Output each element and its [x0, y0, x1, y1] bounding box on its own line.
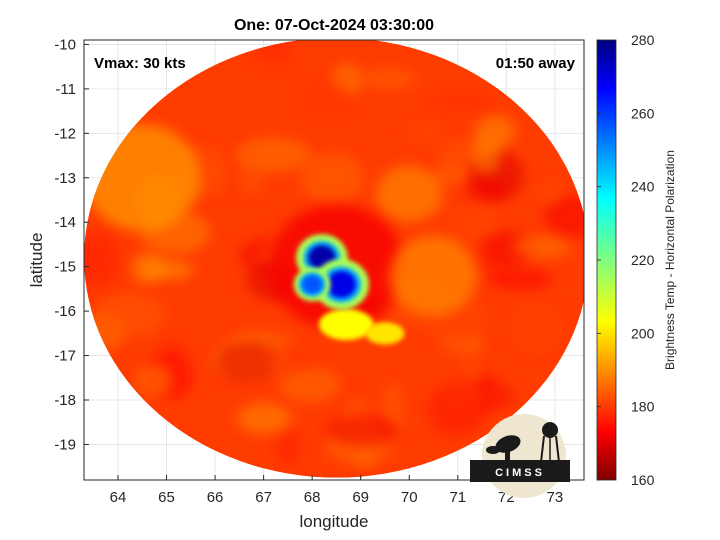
texture-blob	[450, 206, 499, 240]
y-tick-label: -14	[54, 214, 76, 231]
texture-blob	[408, 119, 444, 146]
logo-base	[470, 460, 570, 482]
vmax-annotation: Vmax: 30 kts	[94, 55, 186, 72]
texture-blob	[301, 82, 356, 114]
colorbar-label: Brightness Temp - Horizontal Polarizatio…	[663, 150, 677, 370]
x-axis-ticks: 64 65 66 67 68 69 70 71 72 73	[110, 475, 564, 506]
texture-blob	[486, 268, 554, 290]
colorbar-tick-label: 260	[631, 105, 655, 121]
x-tick-label: 67	[255, 489, 272, 506]
colorbar-ticks: 160 180 200 220 240 260 280	[597, 32, 655, 488]
texture-blob	[325, 415, 399, 447]
logo-text: CIMSS	[495, 467, 545, 479]
y-tick-label: -13	[54, 170, 76, 187]
colorbar-tick-label: 180	[631, 399, 655, 415]
texture-blob	[253, 40, 293, 64]
y-tick-label: -18	[54, 392, 76, 409]
x-tick-label: 71	[449, 489, 466, 506]
texture-blob	[471, 137, 501, 174]
satellite-dish-icon	[486, 435, 521, 460]
texture-blob	[84, 231, 119, 287]
convective-cell	[318, 308, 374, 341]
cimss-logo: CIMSS	[470, 414, 570, 498]
colorbar-tick-label: 200	[631, 325, 655, 341]
texture-blob	[134, 363, 174, 397]
convective-cell	[365, 322, 405, 345]
x-axis-label: longitude	[299, 512, 368, 531]
x-tick-label: 65	[158, 489, 175, 506]
y-tick-label: -17	[54, 348, 76, 365]
texture-blob	[375, 166, 443, 222]
texture-blob	[537, 179, 563, 205]
texture-blob	[279, 367, 341, 403]
brightness-swath	[84, 40, 584, 478]
texture-blob	[240, 144, 265, 197]
x-tick-label: 66	[207, 489, 224, 506]
water-tower-icon	[540, 422, 560, 463]
texture-blob	[138, 259, 194, 280]
y-tick-label: -10	[54, 36, 76, 53]
texture-blob	[432, 165, 467, 184]
texture-blob	[512, 302, 564, 355]
x-tick-label: 68	[304, 489, 321, 506]
x-tick-label: 64	[110, 489, 127, 506]
cool-band	[389, 235, 478, 316]
plot-frame	[83, 39, 585, 481]
texture-blob	[464, 180, 510, 201]
texture-blob	[442, 383, 517, 411]
chart-title: One: 07-Oct-2024 03:30:00	[234, 17, 434, 34]
texture-blob	[363, 67, 416, 90]
texture-blob	[300, 152, 364, 204]
y-tick-label: -19	[54, 436, 76, 453]
texture-blob	[276, 429, 301, 466]
y-axis-label: latitude	[27, 233, 46, 288]
colorbar-tick-label: 220	[631, 252, 655, 268]
y-tick-label: -12	[54, 125, 76, 142]
colorbar-tick-label: 240	[631, 179, 655, 195]
texture-blob	[236, 402, 292, 434]
x-tick-label: 69	[352, 489, 369, 506]
colorbar-tick-label: 280	[631, 32, 655, 48]
colorbar-tick-label: 160	[631, 472, 655, 488]
x-tick-label: 70	[401, 489, 418, 506]
cold-core	[326, 271, 356, 298]
x-tick-label: 73	[547, 489, 564, 506]
y-axis-ticks: -10 -11 -12 -13 -14 -15 -16 -17 -18 -19	[54, 36, 89, 453]
time-away-annotation: 01:50 away	[496, 55, 576, 72]
texture-blob	[93, 292, 166, 337]
texture-blob	[214, 341, 281, 383]
y-tick-label: -15	[54, 259, 76, 276]
cold-core	[302, 275, 322, 294]
texture-blob	[427, 93, 499, 111]
y-tick-label: -16	[54, 303, 76, 320]
texture-blob	[512, 235, 570, 259]
texture-blob	[543, 195, 584, 237]
texture-blob	[265, 346, 318, 372]
y-tick-label: -11	[55, 81, 76, 98]
